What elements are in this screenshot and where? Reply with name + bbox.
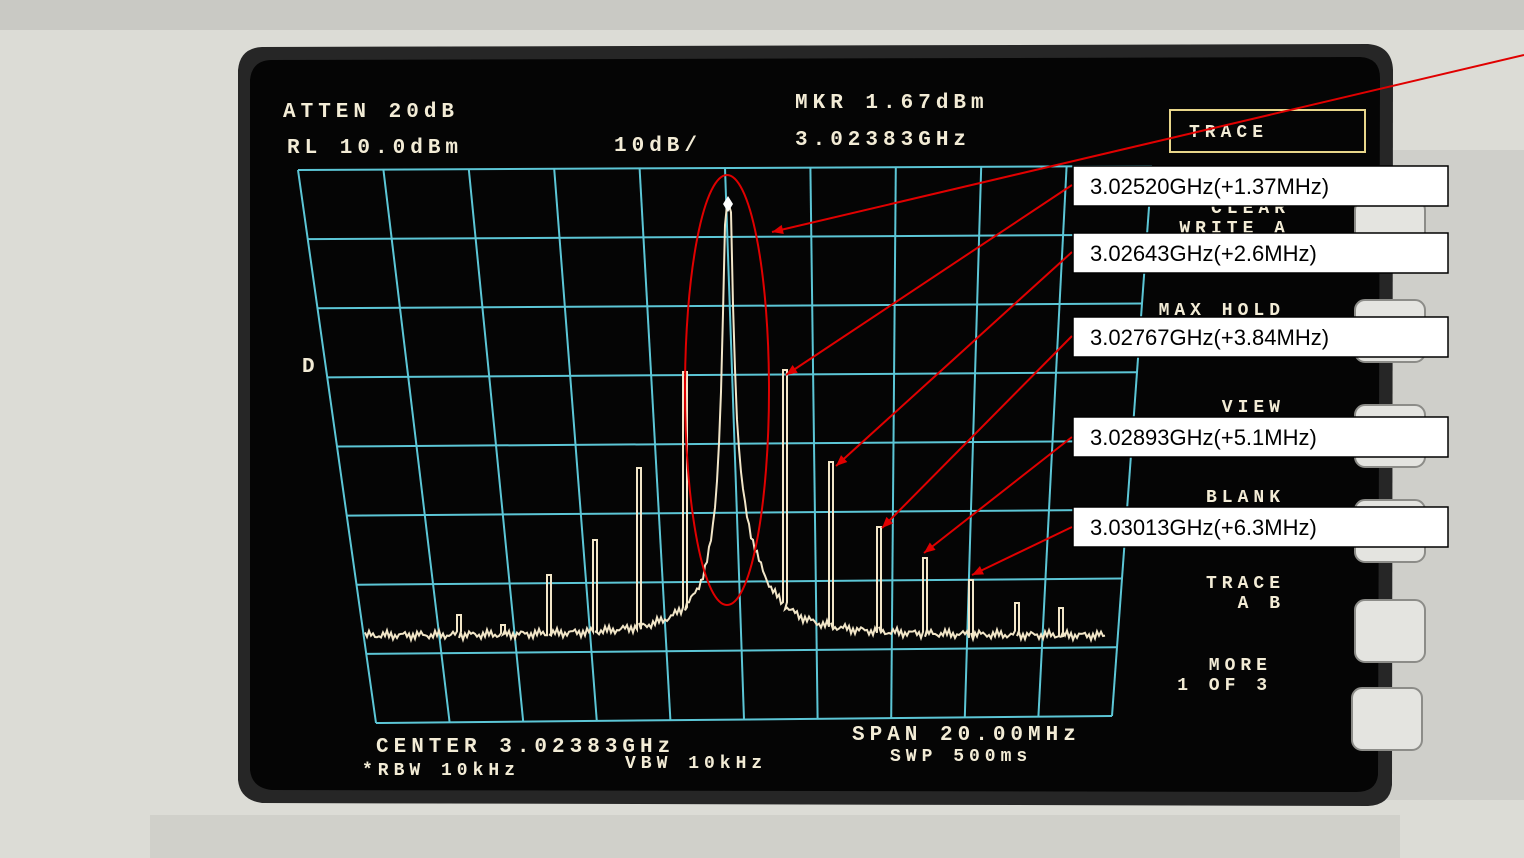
center: CENTER 3.02383GHz <box>376 736 675 759</box>
softkey-label: BLANK <box>1206 488 1285 508</box>
annotation-label: 3.02643GHz(+2.6MHz) <box>1090 241 1317 266</box>
arrow-head <box>772 224 784 235</box>
arrow-head <box>786 364 798 375</box>
annotation-box <box>1072 506 1449 548</box>
annotation-label: 3.03013GHz(+6.3MHz) <box>1090 515 1317 540</box>
marker-level: MKR 1.67dBm <box>795 92 989 115</box>
trace <box>364 204 1106 644</box>
arrow-line <box>971 526 1073 576</box>
grid-line <box>297 165 1153 171</box>
softkey-button[interactable] <box>1354 599 1426 663</box>
arrow-line <box>785 184 1073 376</box>
bezel-top <box>0 0 1524 30</box>
sweep: SWP 500ms <box>890 747 1032 767</box>
softkey-button[interactable] <box>1351 687 1423 751</box>
softkey-label: 1 OF 3 <box>1177 676 1272 696</box>
arrow-head <box>924 542 936 553</box>
detector: D <box>302 356 320 379</box>
softkey-label: TRACE <box>1189 123 1268 143</box>
grid-line <box>307 233 1148 241</box>
marker-freq: 3.02383GHz <box>795 129 971 152</box>
arrow-head <box>972 566 984 575</box>
softkey-label: VIEW <box>1222 398 1285 418</box>
annotation-box <box>1072 316 1449 358</box>
grid-line <box>356 577 1123 586</box>
annotation-label: 3.02520GHz(+1.37MHz) <box>1090 174 1329 199</box>
arrow-head <box>882 516 894 528</box>
softkey-highlight <box>1169 109 1366 153</box>
arrow-head <box>836 455 848 466</box>
annotations: 3.02520GHz(+1.37MHz) 3.02643GHz(+2.6MHz) 3… <box>1072 165 1449 548</box>
grid-line <box>317 302 1143 310</box>
vbw: VBW 10kHz <box>625 754 767 774</box>
grid-line <box>375 715 1113 724</box>
annotation-box <box>1072 416 1449 458</box>
arrow-line <box>881 335 1073 529</box>
softkey-label: A B <box>1238 594 1285 614</box>
highlight-ellipse <box>684 174 770 606</box>
grid-line <box>366 646 1118 655</box>
arrow-line <box>771 54 1524 233</box>
arrow-line <box>835 251 1073 467</box>
softkey-label: MAX HOLD <box>1159 301 1285 321</box>
annotation-box <box>1072 165 1449 207</box>
grid-line <box>336 440 1133 448</box>
atten: ATTEN 20dB <box>283 101 459 124</box>
marker <box>723 196 733 212</box>
softkey-label: TRACE <box>1206 574 1285 594</box>
annotation-label: 3.02767GHz(+3.84MHz) <box>1090 325 1329 350</box>
annotation-marks <box>684 54 1524 606</box>
grid-line <box>327 371 1138 379</box>
span: SPAN 20.00MHz <box>852 724 1081 747</box>
annotation-label: 3.02893GHz(+5.1MHz) <box>1090 425 1317 450</box>
ref-level: RL 10.0dBm <box>287 137 463 160</box>
annotation-box <box>1072 232 1449 274</box>
bezel-bottom <box>150 815 1400 858</box>
softkey-label: MORE <box>1209 656 1272 676</box>
grid-line <box>346 508 1128 517</box>
arrow-line <box>923 436 1073 554</box>
scale: 10dB/ <box>614 135 702 158</box>
rbw: *RBW 10kHz <box>362 761 520 781</box>
